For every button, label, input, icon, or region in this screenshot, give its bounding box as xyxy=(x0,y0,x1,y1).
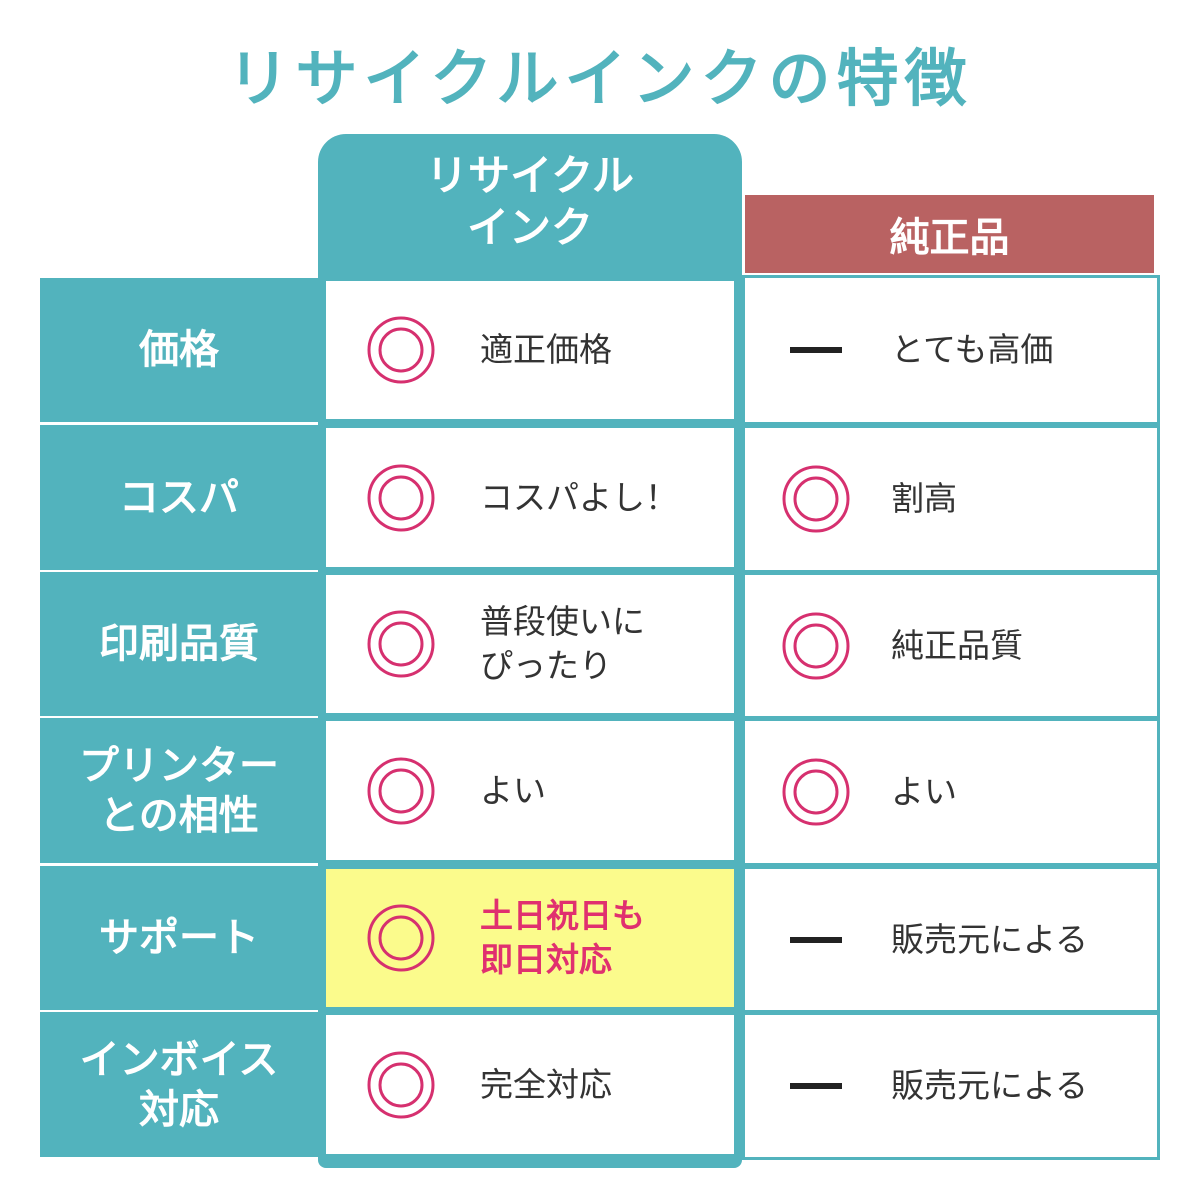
row-label: コスパ xyxy=(40,425,318,570)
recycle-cell: 完全対応 xyxy=(326,1015,734,1154)
text-line: 販売元による xyxy=(891,1066,1089,1105)
text-line: 対応 xyxy=(139,1086,219,1133)
text-line: 普段使いに xyxy=(480,602,645,641)
recycle-cell-text: 適正価格 xyxy=(480,328,612,372)
genuine-cell: 純正品質 xyxy=(742,572,1160,719)
recycle-cell: 適正価格 xyxy=(326,281,734,419)
text-line: 完全対応 xyxy=(480,1064,612,1104)
genuine-cell: 割高 xyxy=(742,425,1160,573)
text-line: 印刷品質 xyxy=(99,621,259,667)
row-label: インボイス 対応 xyxy=(40,1012,318,1157)
genuine-cell-text: よい xyxy=(891,770,957,814)
text-line: ぴったり xyxy=(480,646,612,685)
row-label: プリンター との相性 xyxy=(40,718,318,863)
recycle-column-header: リサイクル インク xyxy=(318,150,742,254)
dash-icon xyxy=(781,936,851,943)
recycle-cell-text: 完全対応 xyxy=(480,1063,612,1107)
text-line: コスパよし！ xyxy=(480,477,678,517)
page-title: リサイクルインクの特徴 xyxy=(227,42,973,115)
text-line: 割高 xyxy=(891,479,957,518)
dash-icon xyxy=(781,1083,851,1089)
text-line: 販売元による xyxy=(891,919,1089,959)
genuine-cell-text: 純正品質 xyxy=(891,624,1023,668)
text-line: よい xyxy=(480,770,546,810)
recycle-cell-text: よい xyxy=(480,769,546,813)
text-line: コスパ xyxy=(119,474,239,521)
row-label: サポート xyxy=(40,866,318,1010)
text-line: 即日対応 xyxy=(480,940,612,979)
genuine-cell: 販売元による xyxy=(742,1012,1160,1160)
double-circle-icon xyxy=(366,609,436,679)
header-line: インク xyxy=(466,203,593,252)
double-circle-icon xyxy=(366,756,436,826)
text-line: サポート xyxy=(99,915,259,961)
genuine-column-header: 純正品 xyxy=(745,195,1154,273)
text-line: 適正価格 xyxy=(480,330,612,369)
double-circle-icon xyxy=(781,611,851,681)
recycle-cell: コスパよし！ xyxy=(326,428,734,567)
genuine-cell-text: 割高 xyxy=(891,477,957,521)
genuine-cell-text: 販売元による xyxy=(891,918,1088,962)
text-line: プリンター xyxy=(79,742,279,789)
genuine-cell: よい xyxy=(742,718,1160,866)
recycle-cell-text: 普段使いに ぴったり xyxy=(480,600,645,688)
text-line: とても高価 xyxy=(891,330,1054,369)
text-line: 土日祝日も xyxy=(480,896,645,935)
recycle-cell-text: コスパよし！ xyxy=(480,476,678,520)
header-line: リサイクル xyxy=(426,151,634,200)
genuine-cell: とても高価 xyxy=(742,275,1160,425)
recycle-cell: 土日祝日も 即日対応 xyxy=(326,869,734,1007)
text-line: との相性 xyxy=(99,792,259,839)
recycle-cell: 普段使いに ぴったり xyxy=(326,575,734,713)
row-label: 印刷品質 xyxy=(40,572,318,716)
double-circle-icon xyxy=(366,903,436,973)
row-label: 価格 xyxy=(40,278,318,422)
dash-icon xyxy=(781,347,851,353)
double-circle-icon xyxy=(781,757,851,827)
text-line: 純正品質 xyxy=(891,625,1023,665)
genuine-cell-text: 販売元による xyxy=(891,1064,1088,1108)
double-circle-icon xyxy=(366,315,436,385)
double-circle-icon xyxy=(366,463,436,533)
genuine-cell: 販売元による xyxy=(742,866,1160,1013)
text-line: 価格 xyxy=(139,327,219,373)
double-circle-icon xyxy=(366,1050,436,1120)
double-circle-icon xyxy=(781,464,851,534)
genuine-cell-text: とても高価 xyxy=(891,328,1053,372)
text-line: インボイス xyxy=(79,1036,279,1083)
text-line: よい xyxy=(891,772,957,811)
recycle-cell: よい xyxy=(326,721,734,860)
recycle-cell-text: 土日祝日も 即日対応 xyxy=(480,894,645,982)
